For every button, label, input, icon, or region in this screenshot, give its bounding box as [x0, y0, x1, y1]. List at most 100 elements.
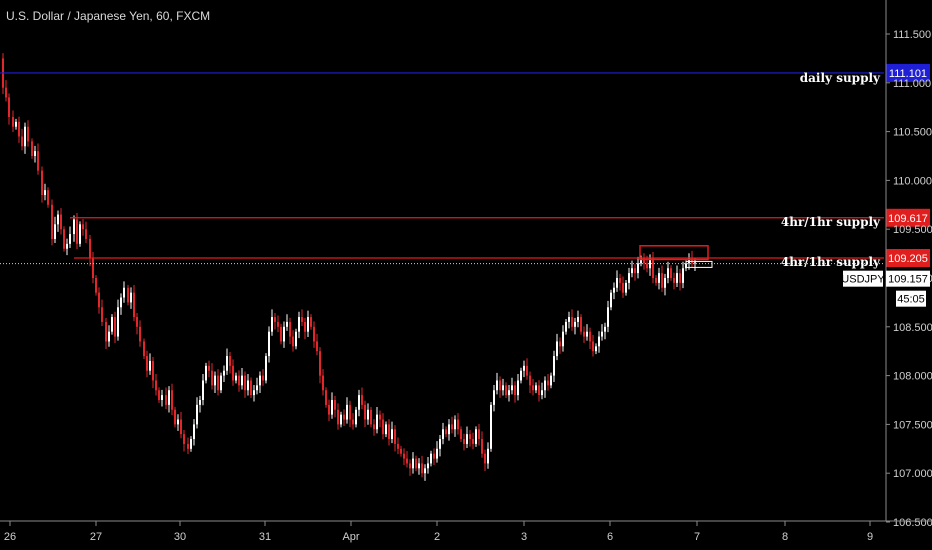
candle-body	[628, 273, 630, 283]
candle-body	[355, 409, 357, 425]
countdown-tag	[896, 290, 926, 307]
candle-body	[649, 258, 651, 269]
candle-body	[532, 385, 534, 391]
candle-body	[253, 390, 255, 396]
candle-body	[73, 219, 75, 235]
candle-body	[670, 268, 672, 278]
time-tick-label: Apr	[342, 531, 359, 543]
candle-body	[244, 375, 246, 391]
candle-body	[250, 380, 252, 396]
candle-body	[415, 458, 417, 469]
candle-body	[571, 317, 573, 327]
chart-title: U.S. Dollar / Japanese Yen, 60, FXCM	[6, 9, 211, 23]
candle-body	[289, 321, 291, 337]
candle-body	[358, 395, 360, 410]
price-tick-label: 110.000	[893, 175, 932, 187]
price-tick-label: 107.000	[893, 468, 932, 480]
candle-body	[454, 419, 456, 430]
candle-body	[92, 258, 94, 278]
price-tick-label: 106.500	[893, 517, 932, 529]
candle-body	[445, 429, 447, 435]
candle-body	[466, 434, 468, 444]
candle-body	[133, 292, 135, 318]
candle-body	[54, 224, 56, 239]
candle-body	[535, 385, 537, 391]
symbol-tag	[843, 270, 883, 287]
candle-body	[5, 87, 7, 98]
candle-body	[259, 375, 261, 386]
symbol-label: USDJPY	[841, 274, 885, 286]
candle-body	[139, 326, 141, 342]
level-price-tag	[886, 248, 930, 267]
candle-body	[655, 278, 657, 283]
candle-body	[631, 268, 633, 274]
candle-body	[406, 458, 408, 464]
candle-body	[313, 326, 315, 342]
candle-body	[165, 395, 167, 405]
candle-body	[388, 424, 390, 440]
candle-body	[577, 317, 579, 322]
candle-body	[418, 463, 420, 469]
time-tick-label: 27	[90, 531, 102, 543]
candle-body	[667, 268, 669, 278]
time-axis[interactable]: 26 27 30 31 Apr 2 3 6 7 8 9	[0, 520, 932, 543]
level-price-label: 109.617	[888, 213, 928, 225]
candle-body	[412, 458, 414, 469]
candle-body	[430, 453, 432, 464]
current-price-label: 109.157	[888, 274, 928, 286]
candle-body	[168, 390, 170, 405]
candle-body	[421, 463, 423, 474]
candle-body	[340, 414, 342, 425]
candle-body	[448, 424, 450, 435]
candle-body	[595, 346, 597, 352]
candle-body	[565, 321, 567, 332]
level-label: daily supply	[800, 71, 881, 85]
candle-body	[85, 229, 87, 239]
candle-body	[331, 400, 333, 415]
candle-body	[658, 273, 660, 283]
candle-body	[379, 414, 381, 420]
candle-body	[187, 443, 189, 449]
candle-body	[66, 243, 68, 249]
candle-body	[171, 390, 173, 410]
candle-body	[220, 375, 222, 391]
candle-body	[69, 234, 71, 244]
candle-body	[433, 453, 435, 459]
candle-body	[679, 273, 681, 283]
levels-layer: daily supply 4hr/1hr supply 4hr/1hr supply	[0, 71, 884, 269]
price-axis[interactable]: 111.101 109.617 109.205 111.500 111.000 110.5…	[841, 0, 932, 529]
candle-body	[136, 317, 138, 327]
candle-body	[580, 317, 582, 332]
candle-body	[463, 439, 465, 444]
candle-body	[610, 292, 612, 308]
candle-body	[637, 263, 639, 274]
candle-body	[502, 385, 504, 391]
candle-body	[544, 380, 546, 391]
candle-body	[63, 229, 65, 249]
candle-body	[211, 370, 213, 386]
candle-body	[505, 385, 507, 396]
candle-body	[149, 360, 151, 371]
time-tick-label: 8	[782, 531, 788, 543]
price-tick-label: 108.500	[893, 322, 932, 334]
candle-body	[487, 448, 489, 464]
candle-body	[520, 370, 522, 381]
candle-body	[442, 429, 444, 440]
candle-body	[478, 429, 480, 440]
candle-body	[214, 375, 216, 386]
candle-body	[24, 126, 26, 147]
candle-body	[117, 307, 119, 337]
candle-body	[256, 385, 258, 391]
candle-body	[177, 419, 179, 425]
price-tick-label: 111.500	[893, 29, 931, 41]
candle-body	[89, 238, 91, 259]
level-price-label: 109.205	[888, 253, 928, 265]
candle-body	[574, 321, 576, 327]
candle-body	[232, 365, 234, 381]
price-tick-label: 110.500	[893, 127, 932, 139]
candle-body	[174, 409, 176, 425]
candle-body	[111, 317, 113, 332]
candle-body	[37, 151, 39, 171]
candle-body	[493, 390, 495, 405]
